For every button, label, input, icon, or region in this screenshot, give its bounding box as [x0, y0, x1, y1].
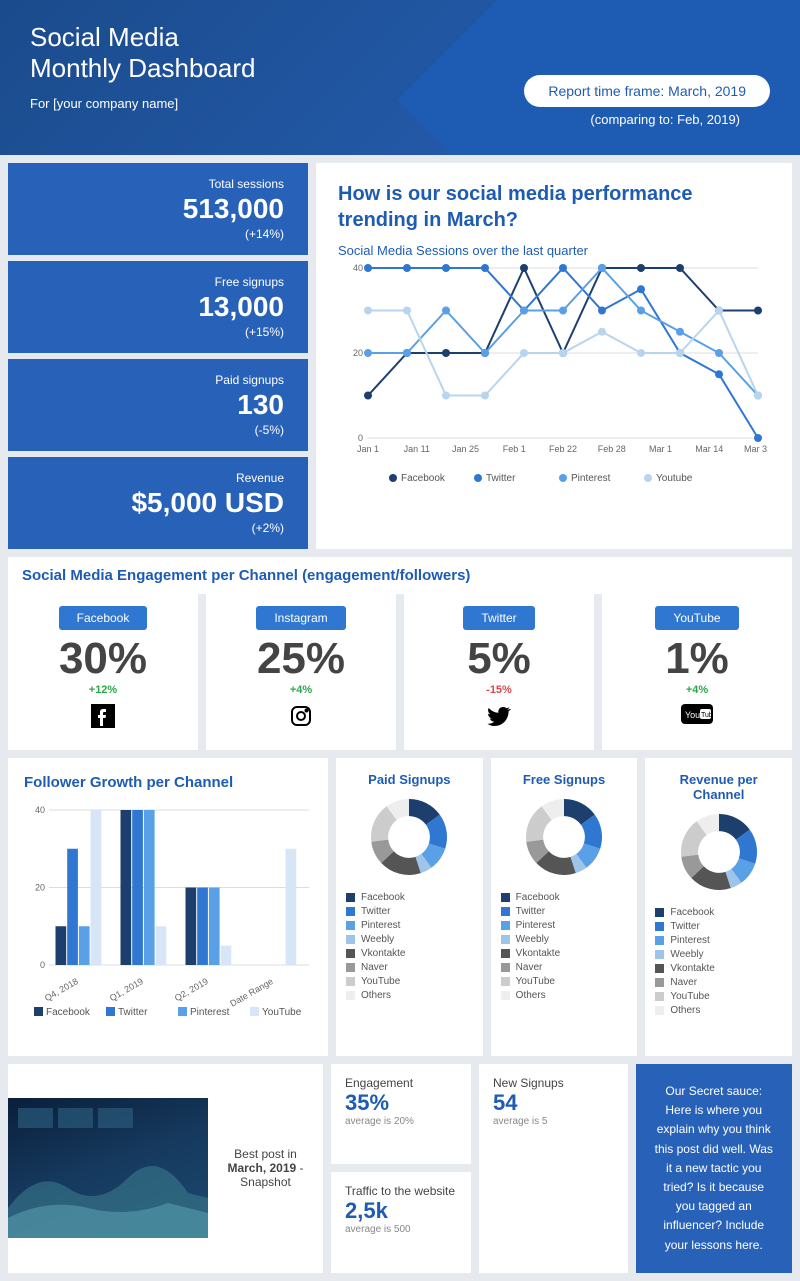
- engagement-delta: +4%: [610, 684, 784, 696]
- engagement-card: Twitter 5%-15%: [404, 594, 594, 750]
- channel-badge: Twitter: [463, 606, 534, 630]
- donut-card: Free Signups FacebookTwitterPinterestWeeb…: [491, 758, 638, 1056]
- kpi-card: Revenue$5,000 USD(+2%): [8, 457, 308, 549]
- fb-icon: [16, 704, 190, 734]
- kpi-column: Total sessions513,000(+14%)Free signups1…: [8, 163, 308, 549]
- svg-text:Twitter: Twitter: [486, 473, 516, 484]
- ig-icon: [214, 704, 388, 734]
- engagement-pct: 1%: [610, 634, 784, 684]
- mini-traffic: Traffic to the website 2,5k average is 5…: [331, 1172, 471, 1272]
- svg-text:YouTube: YouTube: [262, 1007, 302, 1018]
- engagement-delta: +4%: [214, 684, 388, 696]
- svg-text:Mar 1: Mar 1: [649, 444, 672, 454]
- svg-text:Tube: Tube: [701, 712, 713, 719]
- donut-chart: [655, 812, 782, 897]
- donut-chart: [346, 797, 473, 882]
- svg-text:0: 0: [40, 960, 45, 970]
- engagement-delta: +12%: [16, 684, 190, 696]
- trend-chart-card: How is our social media performance tren…: [316, 163, 792, 549]
- yt-icon: YouTube: [610, 704, 784, 730]
- kpi-card: Paid signups130(-5%): [8, 359, 308, 451]
- svg-text:Jan 11: Jan 11: [404, 444, 430, 454]
- tw-icon: [412, 704, 586, 734]
- svg-text:Youtube: Youtube: [656, 473, 693, 484]
- engagement-card: YouTube 1%+4% YouTube: [602, 594, 792, 750]
- svg-text:Date Range: Date Range: [228, 976, 275, 1009]
- trend-chart-subtitle: Social Media Sessions over the last quar…: [338, 243, 770, 258]
- mini-signups: New Signups 54 average is 5: [479, 1064, 628, 1273]
- svg-text:0: 0: [358, 433, 363, 443]
- svg-text:20: 20: [353, 348, 363, 358]
- follower-bar-chart: 0 20 40 Q4, 2018 Q1, 2019 Q2, 2019 Date Range F…: [24, 805, 314, 1035]
- donut-legend: FacebookTwitterPinterestWeeblyVkontakteN…: [501, 892, 628, 1001]
- svg-text:You: You: [685, 710, 700, 720]
- donut-title: Paid Signups: [346, 772, 473, 787]
- svg-text:Feb 1: Feb 1: [503, 444, 526, 454]
- donut-card: Paid Signups FacebookTwitterPinterestWeeb…: [336, 758, 483, 1056]
- svg-text:40: 40: [353, 263, 363, 273]
- engagement-card: Facebook 30%+12%: [8, 594, 198, 750]
- engagement-section-title: Social Media Engagement per Channel (eng…: [8, 557, 792, 594]
- svg-text:Feb 22: Feb 22: [549, 444, 577, 454]
- kpi-card: Free signups13,000(+15%): [8, 261, 308, 353]
- svg-text:Feb 28: Feb 28: [598, 444, 626, 454]
- svg-text:Mar 14: Mar 14: [695, 444, 723, 454]
- engagement-pct: 5%: [412, 634, 586, 684]
- svg-text:Q2, 2019: Q2, 2019: [173, 976, 210, 1003]
- donut-title: Revenue per Channel: [655, 772, 782, 802]
- svg-text:20: 20: [35, 883, 45, 893]
- svg-text:40: 40: [35, 805, 45, 815]
- best-post-snapshot-image: [8, 1098, 208, 1238]
- svg-text:Pinterest: Pinterest: [190, 1007, 230, 1018]
- svg-text:Q4, 2018: Q4, 2018: [43, 976, 80, 1003]
- svg-text:Pinterest: Pinterest: [571, 473, 611, 484]
- engagement-pct: 25%: [214, 634, 388, 684]
- engagement-pct: 30%: [16, 634, 190, 684]
- trend-line-chart: 0 20 40 Jan 1 Jan 11 Jan 25 Feb 1 Feb 22 Feb 28 M…: [338, 258, 768, 488]
- donut-title: Free Signups: [501, 772, 628, 787]
- mini-engagement: Engagement 35% average is 20%: [331, 1064, 471, 1164]
- follower-growth-card: Follower Growth per Channel 0 20 40 Q4, 201…: [8, 758, 328, 1056]
- svg-text:Facebook: Facebook: [46, 1007, 91, 1018]
- channel-badge: Instagram: [256, 606, 345, 630]
- donut-legend: FacebookTwitterPinterestWeeblyVkontakteN…: [655, 907, 782, 1016]
- channel-badge: YouTube: [655, 606, 738, 630]
- svg-text:Twitter: Twitter: [118, 1007, 148, 1018]
- donut-chart: [501, 797, 628, 882]
- follower-chart-title: Follower Growth per Channel: [24, 774, 312, 791]
- svg-text:Jan 1: Jan 1: [357, 444, 379, 454]
- donut-legend: FacebookTwitterPinterestWeeblyVkontakteN…: [346, 892, 473, 1001]
- dashboard-header: Social MediaMonthly Dashboard For [your …: [0, 0, 800, 155]
- donut-card: Revenue per Channel FacebookTwitterPinter…: [645, 758, 792, 1056]
- secret-sauce-card: Our Secret sauce: Here is where you expl…: [636, 1064, 793, 1273]
- comparing-text: (comparing to: Feb, 2019): [590, 112, 740, 127]
- svg-text:Q1, 2019: Q1, 2019: [108, 976, 145, 1003]
- engagement-card: Instagram 25%+4%: [206, 594, 396, 750]
- svg-text:Jan 25: Jan 25: [452, 444, 479, 454]
- svg-text:Mar 31: Mar 31: [744, 444, 768, 454]
- engagement-delta: -15%: [412, 684, 586, 696]
- report-timeframe-pill: Report time frame: March, 2019: [524, 75, 770, 107]
- best-post-card: Best post in March, 2019 - Snapshot: [8, 1064, 323, 1273]
- kpi-card: Total sessions513,000(+14%): [8, 163, 308, 255]
- svg-text:Facebook: Facebook: [401, 473, 446, 484]
- best-post-caption: Best post in March, 2019 - Snapshot: [208, 1137, 323, 1199]
- trend-chart-title: How is our social media performance tren…: [338, 181, 770, 233]
- channel-badge: Facebook: [59, 606, 148, 630]
